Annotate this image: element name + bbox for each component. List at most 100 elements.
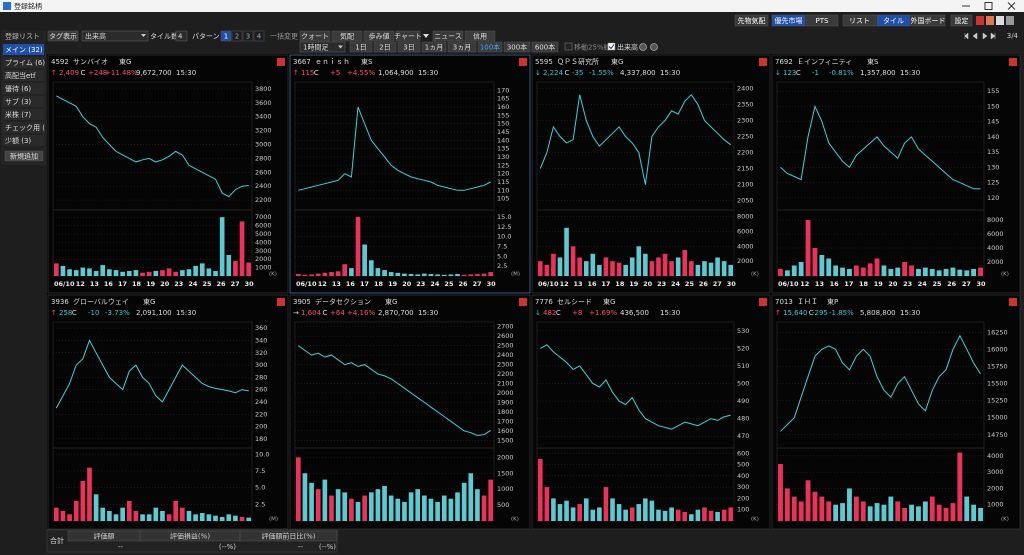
- volume-bar: [375, 489, 381, 521]
- page-nav[interactable]: [972, 32, 978, 40]
- sidebar-item-bg[interactable]: [3, 135, 44, 146]
- pattern-button-bg[interactable]: [242, 30, 254, 42]
- volume-bar: [950, 503, 956, 521]
- top-button-bg[interactable]: [734, 14, 769, 27]
- volume-bar: [186, 511, 192, 521]
- y-tick-label: 3800: [255, 85, 272, 93]
- top-button-bg[interactable]: [805, 14, 839, 27]
- x-tick-label: 13: [332, 280, 341, 288]
- close[interactable]: [1007, 2, 1016, 10]
- top-button-bg[interactable]: [950, 14, 973, 27]
- volume-bar: [199, 513, 205, 521]
- tile-count-select[interactable]: [175, 30, 188, 42]
- price-line: [780, 104, 981, 190]
- view-button-bg[interactable]: [331, 30, 363, 42]
- view-button-bg[interactable]: [299, 30, 331, 42]
- interval-select[interactable]: [299, 41, 346, 53]
- volume-bar: [422, 495, 427, 521]
- tile-close[interactable]: [1009, 58, 1017, 66]
- add-list-button-bg[interactable]: [4, 150, 44, 162]
- volume-bar: [153, 507, 159, 521]
- footer-total: 合計: [50, 536, 64, 545]
- pattern-button-bg[interactable]: [231, 30, 243, 42]
- sidebar-item-bg[interactable]: [3, 109, 44, 120]
- tile-close[interactable]: [759, 298, 767, 306]
- tile-close[interactable]: [519, 58, 527, 66]
- top-button-bg[interactable]: [842, 14, 877, 27]
- page-nav[interactable]: [964, 32, 969, 40]
- volume-tick-label: 4000: [987, 452, 1004, 460]
- volume-bar: [349, 498, 354, 521]
- range-button-bg[interactable]: [447, 41, 477, 53]
- tool-icon[interactable]: [976, 16, 984, 25]
- tile-pct: -1.85%: [829, 309, 854, 317]
- y-tick-label: 130: [987, 163, 999, 171]
- volume-bar: [87, 268, 92, 276]
- volume-bar: [778, 464, 783, 521]
- top-button-bg[interactable]: [876, 14, 911, 27]
- volume-bar: [335, 271, 341, 276]
- x-tick-label: 17: [118, 280, 127, 288]
- tag-button-bg[interactable]: [47, 30, 79, 42]
- range-button-bg[interactable]: [421, 41, 447, 53]
- tile-close[interactable]: [519, 298, 527, 306]
- tool-icon[interactable]: [996, 16, 1004, 25]
- view-button-bg[interactable]: [432, 30, 464, 42]
- footer-label: 評価額: [94, 532, 115, 541]
- checkbox[interactable]: [564, 42, 573, 51]
- sort-select[interactable]: [81, 30, 149, 42]
- volume-bar: [702, 261, 707, 276]
- sidebar-item-bg[interactable]: [3, 70, 44, 81]
- checkbox[interactable]: [607, 42, 616, 51]
- range-button-bg[interactable]: [477, 41, 503, 53]
- volume-tick-label: 6000: [255, 222, 272, 230]
- top-button-bg[interactable]: [910, 14, 946, 27]
- volume-bar: [246, 262, 252, 276]
- volume-bar: [315, 273, 321, 276]
- page-nav[interactable]: [982, 32, 988, 40]
- y-tick-label: 125: [987, 179, 999, 187]
- settings-icon[interactable]: [650, 43, 658, 51]
- tile-close[interactable]: [277, 298, 285, 306]
- pattern-button: 1: [224, 33, 228, 41]
- volume-bar: [302, 473, 308, 521]
- view-dropdown[interactable]: [423, 34, 429, 38]
- tile-volume: 2,091,100: [136, 309, 172, 317]
- volume-tick-label: 5.0: [255, 484, 265, 492]
- pattern-button-bg[interactable]: [253, 30, 265, 42]
- sidebar-item-bg[interactable]: [3, 122, 44, 133]
- volume-bar: [133, 511, 139, 521]
- sidebar-item-bg[interactable]: [3, 83, 44, 94]
- volume-bar: [166, 268, 172, 276]
- page-nav[interactable]: [990, 32, 996, 40]
- tile-close[interactable]: [1009, 298, 1017, 306]
- y-tick-label: 155: [987, 87, 999, 95]
- tool-icon[interactable]: [1006, 16, 1014, 25]
- tile-arrow: ↑: [51, 69, 57, 77]
- search-icon[interactable]: [639, 43, 647, 51]
- volume-unit: (M): [511, 272, 520, 278]
- view-button-bg[interactable]: [363, 30, 395, 42]
- maximize[interactable]: [984, 2, 993, 10]
- sidebar-item-bg[interactable]: [3, 57, 44, 68]
- range-button-bg[interactable]: [503, 41, 531, 53]
- range-button-bg[interactable]: [397, 41, 421, 53]
- pattern-button-bg[interactable]: [220, 30, 232, 42]
- volume-bar: [309, 482, 314, 521]
- price-line: [540, 344, 731, 430]
- range-button-bg[interactable]: [349, 41, 373, 53]
- top-button-bg[interactable]: [771, 14, 806, 27]
- range-button: 2日: [379, 44, 390, 52]
- sidebar-item-bg[interactable]: [3, 96, 44, 107]
- tile-close[interactable]: [759, 58, 767, 66]
- view-button-bg[interactable]: [395, 30, 421, 42]
- tile-close[interactable]: [277, 58, 285, 66]
- tool-icon[interactable]: [986, 16, 994, 25]
- range-button-bg[interactable]: [531, 41, 559, 53]
- volume-bar: [860, 501, 866, 521]
- view-button-bg[interactable]: [464, 30, 496, 42]
- sidebar-item-bg[interactable]: [3, 44, 44, 55]
- volume-bar: [610, 498, 615, 521]
- range-button-bg[interactable]: [373, 41, 397, 53]
- y-tick-label: 165: [497, 95, 509, 103]
